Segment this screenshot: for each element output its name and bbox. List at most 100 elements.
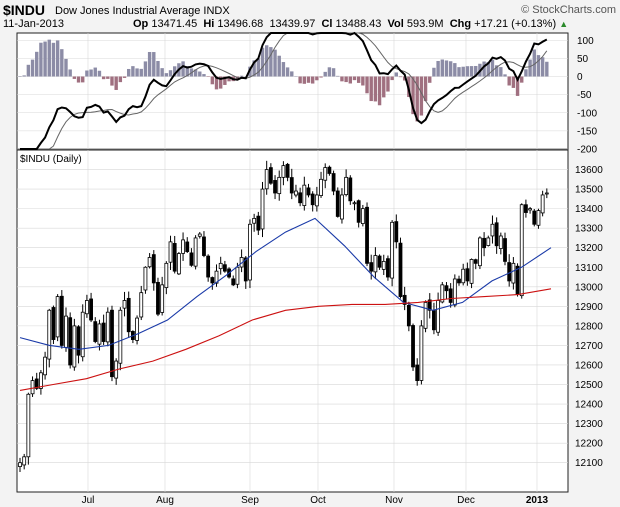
- price-tick-label: 13100: [575, 263, 603, 274]
- candle-body: [105, 311, 110, 343]
- indicator-tick-label: -50: [577, 90, 592, 101]
- candle-body: [482, 237, 487, 249]
- candle-body: [319, 178, 323, 196]
- histogram-bar: [340, 76, 344, 82]
- candle-body: [231, 278, 236, 286]
- open-value: 13471.45: [151, 18, 198, 30]
- histogram-bar: [465, 66, 470, 77]
- histogram-bar: [302, 76, 307, 84]
- histogram-bar: [223, 76, 227, 85]
- histogram-bar: [210, 76, 215, 85]
- histogram-bar: [448, 61, 453, 77]
- quote-date: 11-Jan-2013: [3, 18, 64, 30]
- price-tick-label: 13400: [575, 204, 603, 215]
- histogram-bar: [173, 66, 177, 77]
- candle-body: [419, 325, 424, 381]
- candle-body: [465, 268, 470, 282]
- histogram-bar: [156, 60, 160, 77]
- histogram-bar: [511, 76, 516, 88]
- candle-body: [406, 304, 411, 327]
- indicator-panel: [16, 32, 569, 150]
- histogram-bar: [227, 76, 231, 82]
- oscillator-line: [20, 31, 548, 150]
- candle-body: [93, 321, 98, 342]
- candle-body: [524, 204, 528, 213]
- histogram-bar: [127, 68, 131, 77]
- histogram-bar: [348, 76, 353, 84]
- candle-body: [314, 194, 319, 207]
- indicator-marks: [18, 31, 549, 150]
- histogram-bar: [164, 73, 169, 77]
- close-label: Cl: [321, 18, 333, 30]
- candle-body: [461, 268, 466, 284]
- histogram-bar: [369, 76, 373, 102]
- candle-body: [89, 298, 93, 321]
- candle-body: [176, 253, 181, 275]
- candle-body: [432, 310, 436, 331]
- candle-body: [51, 307, 56, 340]
- quote-line: Op 13471.45 Hi 13496.68 13439.97 Cl 1348…: [133, 18, 568, 30]
- histogram-bar: [499, 67, 503, 77]
- candle-body: [151, 254, 156, 284]
- x-tick-label: Aug: [156, 495, 174, 506]
- up-triangle-icon: ▲: [559, 19, 569, 29]
- histogram-bar: [536, 55, 541, 77]
- histogram-bar: [273, 49, 277, 77]
- histogram-bar: [394, 72, 398, 77]
- histogram-bar: [202, 74, 206, 77]
- histogram-bar: [198, 71, 202, 77]
- candle-body: [143, 266, 148, 291]
- histogram-bar: [390, 76, 394, 81]
- candle-body: [289, 177, 294, 194]
- candle-body: [298, 192, 303, 204]
- x-tick-label: Nov: [385, 495, 403, 506]
- histogram-bar: [423, 76, 428, 102]
- histogram-bar: [185, 66, 189, 77]
- candle-body: [202, 236, 206, 256]
- candle-body: [243, 257, 248, 282]
- candle-body: [210, 277, 215, 284]
- high-label: Hi: [203, 18, 215, 30]
- histogram-bar: [432, 67, 436, 77]
- histogram-bar: [386, 76, 390, 92]
- candle-body: [365, 206, 369, 264]
- histogram-bar: [239, 75, 244, 77]
- candle-body: [34, 378, 39, 389]
- candle-body: [168, 241, 173, 263]
- candle-body: [268, 167, 273, 184]
- candle-body: [80, 311, 85, 358]
- histogram-bar: [252, 60, 256, 77]
- candle-body: [327, 166, 332, 174]
- candle-body: [39, 372, 43, 389]
- price-tick-label: 13500: [575, 185, 603, 196]
- histogram-bar: [168, 70, 173, 77]
- candle-body: [97, 323, 102, 345]
- candle-body: [335, 190, 340, 217]
- candle-body: [260, 188, 265, 230]
- histogram-bar: [310, 76, 315, 84]
- histogram-bar: [444, 60, 449, 77]
- histogram-bar: [507, 76, 511, 86]
- histogram-bar: [193, 69, 198, 77]
- open-label: Op: [133, 18, 149, 30]
- candle-body: [26, 393, 31, 458]
- candle-body: [59, 295, 64, 346]
- candle-body: [139, 292, 144, 318]
- histogram-bar: [214, 76, 219, 90]
- candle-body: [494, 222, 499, 247]
- candle-body: [264, 169, 269, 190]
- candle-body: [285, 163, 290, 178]
- candle-body: [356, 200, 361, 223]
- candle-body: [360, 208, 365, 225]
- histogram-bar: [336, 75, 340, 77]
- candle-body: [390, 221, 395, 279]
- histogram-bar: [47, 39, 51, 77]
- candle-body: [310, 193, 315, 206]
- histogram-bar: [461, 66, 465, 77]
- histogram-bar: [344, 76, 348, 83]
- candle-body: [273, 180, 277, 194]
- histogram-bar: [285, 67, 290, 77]
- candle-body: [164, 262, 169, 289]
- histogram-bar: [373, 76, 378, 102]
- candle-body: [101, 322, 106, 342]
